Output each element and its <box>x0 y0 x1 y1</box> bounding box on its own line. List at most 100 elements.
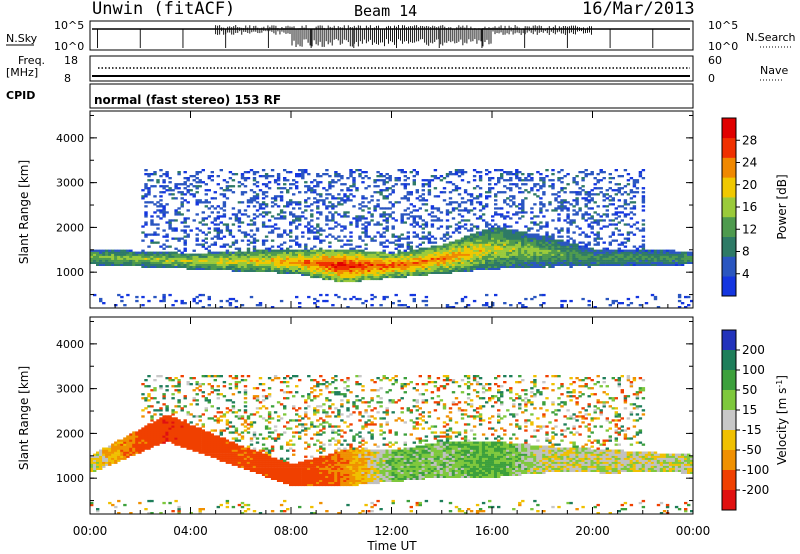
power-cell <box>168 189 172 192</box>
power-cell <box>472 237 477 240</box>
velocity-cell <box>162 433 166 436</box>
power-cell <box>159 175 163 178</box>
power-cell <box>421 267 425 270</box>
power-cell <box>533 263 537 266</box>
power-cell <box>156 251 160 254</box>
power-cell <box>668 261 673 264</box>
power-cell <box>497 191 501 194</box>
power-cell <box>340 225 344 228</box>
power-cell <box>397 249 401 252</box>
power-cell <box>183 171 187 174</box>
power-cell <box>415 173 419 176</box>
power-cell <box>557 243 561 246</box>
power-cell <box>204 261 208 264</box>
power-cell <box>563 175 567 178</box>
power-cell <box>237 249 242 252</box>
power-cell <box>521 251 525 254</box>
power-cell <box>331 185 335 188</box>
velocity-cell <box>156 437 160 440</box>
power-cell <box>406 255 410 258</box>
power-cell <box>457 245 462 248</box>
power-cell <box>319 275 323 279</box>
power-cell <box>123 249 127 252</box>
power-cell <box>403 195 407 198</box>
power-cell <box>566 257 570 260</box>
power-cell <box>222 261 227 264</box>
power-cell <box>316 207 320 210</box>
power-cell <box>379 251 383 254</box>
power-cell <box>156 201 160 204</box>
power-cell <box>382 271 386 274</box>
power-cell <box>96 253 100 256</box>
power-cell <box>240 193 245 196</box>
power-cell <box>403 209 407 212</box>
power-cell <box>255 227 260 230</box>
power-cell <box>165 263 169 266</box>
power-cell <box>536 237 540 240</box>
power-cell <box>593 239 597 242</box>
power-cell <box>635 257 640 260</box>
power-cell <box>258 269 263 272</box>
power-cell <box>289 239 293 242</box>
velocity-cell <box>96 465 100 468</box>
power-cell <box>572 251 576 254</box>
power-cell <box>388 213 392 216</box>
power-cell <box>494 169 498 172</box>
power-cell <box>307 231 311 234</box>
power-cell <box>307 205 311 208</box>
power-cell <box>153 195 157 198</box>
power-cell <box>331 219 335 222</box>
power-cell <box>545 257 549 260</box>
power-cell <box>469 267 474 270</box>
power-cell <box>279 259 284 262</box>
power-cell <box>460 225 465 228</box>
power-cell <box>608 173 612 176</box>
power-cell <box>234 213 239 216</box>
power-cell <box>246 205 251 208</box>
power-cell <box>451 267 456 270</box>
power-cell <box>261 261 266 264</box>
power-cell <box>448 265 453 268</box>
power-cell <box>283 263 287 266</box>
power-cell <box>485 302 489 305</box>
power-cell <box>684 295 688 299</box>
power-cell <box>418 199 422 202</box>
power-cell <box>506 265 510 268</box>
power-cell <box>596 257 600 260</box>
power-cell <box>475 257 480 260</box>
power-cell <box>183 241 187 244</box>
power-cell <box>506 237 510 240</box>
power-cell <box>494 193 498 196</box>
power-cell <box>192 185 196 188</box>
velocity-cell <box>159 433 163 436</box>
power-cell <box>267 249 272 252</box>
power-cell <box>684 255 688 258</box>
power-cell <box>313 302 317 305</box>
power-cell <box>261 263 266 266</box>
power-cell <box>578 259 582 262</box>
power-cell <box>626 223 631 226</box>
power-cell <box>409 263 413 266</box>
power-cell <box>126 255 130 258</box>
power-cell <box>111 249 115 252</box>
power-cell <box>337 251 341 254</box>
power-cell <box>545 175 549 178</box>
power-cell <box>225 227 230 230</box>
power-cell <box>243 185 248 188</box>
power-cell <box>222 255 227 258</box>
power-cell <box>436 267 441 270</box>
power-cell <box>264 261 269 264</box>
power-cell <box>485 243 489 246</box>
power-cell <box>530 237 534 240</box>
power-cell <box>276 267 281 270</box>
power-cell <box>427 267 432 270</box>
power-cell <box>358 267 362 270</box>
power-cell <box>219 193 223 196</box>
power-cell <box>391 241 395 244</box>
power-cell <box>319 271 323 274</box>
velocity-cell <box>105 457 109 460</box>
velocity-cell <box>165 421 169 424</box>
power-cell <box>518 231 522 234</box>
power-cell <box>328 271 332 274</box>
power-cell <box>213 251 217 254</box>
